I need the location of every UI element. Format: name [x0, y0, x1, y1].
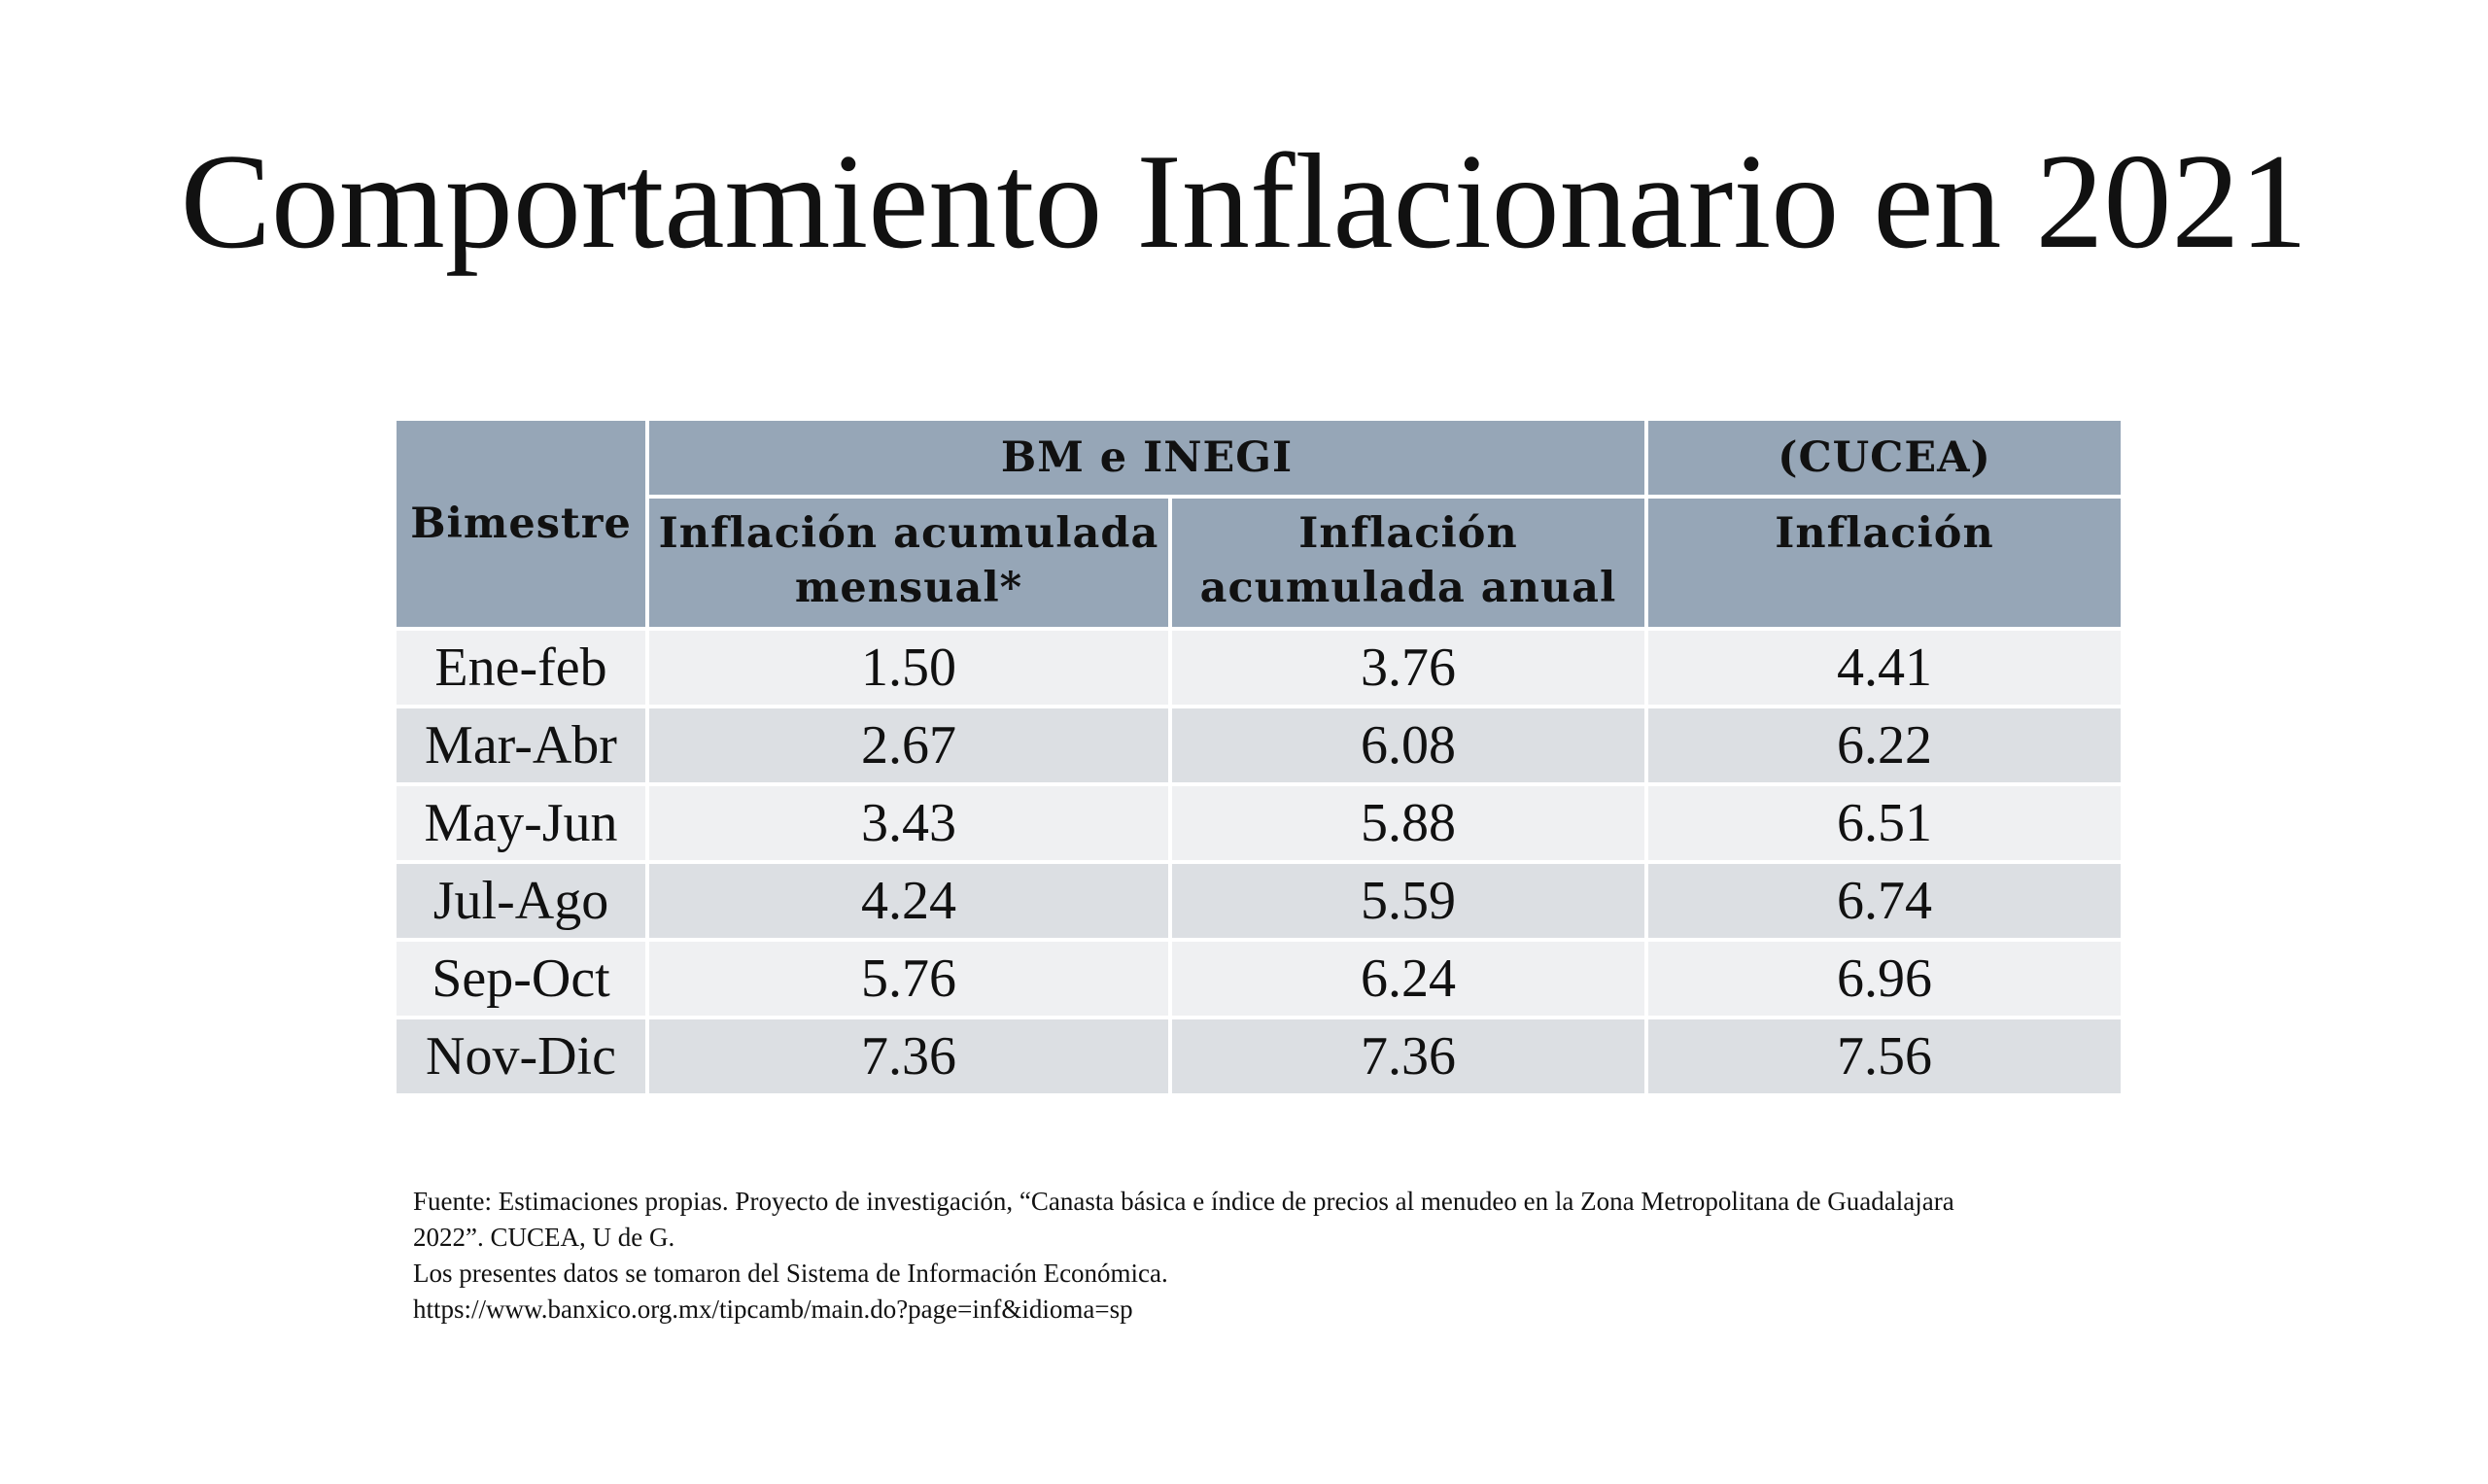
cell-mensual: 7.36	[645, 1016, 1172, 1097]
header-inflacion-mensual-line2: mensual*	[794, 564, 1023, 612]
cell-cucea: 4.41	[1644, 627, 2125, 708]
table-row: Sep-Oct 5.76 6.24 6.96	[393, 938, 2125, 1019]
header-inflacion-anual: Inflación acumulada anual	[1168, 495, 1648, 631]
cell-anual: 3.76	[1168, 627, 1648, 708]
header-inflacion-anual-line1: Inflación	[1298, 509, 1518, 558]
table-row: Nov-Dic 7.36 7.36 7.56	[393, 1016, 2125, 1097]
cell-cucea: 7.56	[1644, 1016, 2125, 1097]
header-inflacion-mensual: Inflación acumulada mensual*	[645, 495, 1172, 631]
source-note-line1: Fuente: Estimaciones propias. Proyecto d…	[413, 1187, 1954, 1216]
cell-bimestre: Nov-Dic	[393, 1016, 649, 1097]
slide-title: Comportamiento Inflacionario en 2021	[180, 126, 2308, 277]
table-header-row: Bimestre BM e INEGI (CUCEA)	[393, 417, 2125, 631]
source-note-line3: Los presentes datos se tomaron del Siste…	[413, 1259, 1168, 1288]
source-note-line2: 2022”. CUCEA, U de G.	[413, 1223, 675, 1252]
table-row: Ene-feb 1.50 3.76 4.41	[393, 627, 2125, 708]
table-row: Jul-Ago 4.24 5.59 6.74	[393, 860, 2125, 942]
header-inflacion-anual-line2: acumulada anual	[1199, 564, 1617, 612]
cell-mensual: 1.50	[645, 627, 1172, 708]
header-group-cucea: (CUCEA)	[1644, 417, 2125, 499]
cell-mensual: 3.43	[645, 782, 1172, 864]
source-note-url: https://www.banxico.org.mx/tipcamb/main.…	[413, 1294, 1133, 1324]
cell-anual: 6.24	[1168, 938, 1648, 1019]
cell-anual: 5.88	[1168, 782, 1648, 864]
cell-anual: 5.59	[1168, 860, 1648, 942]
header-bimestre: Bimestre	[393, 417, 649, 631]
header-inflacion-cucea: Inflación	[1644, 495, 2125, 631]
cell-cucea: 6.22	[1644, 705, 2125, 786]
header-inflacion-mensual-line1: Inflación acumulada	[658, 509, 1159, 558]
inflation-table: Bimestre BM e INEGI (CUCEA) Inflación ac…	[393, 417, 2125, 1097]
cell-mensual: 5.76	[645, 938, 1172, 1019]
cell-anual: 6.08	[1168, 705, 1648, 786]
cell-anual: 7.36	[1168, 1016, 1648, 1097]
cell-cucea: 6.96	[1644, 938, 2125, 1019]
source-note: Fuente: Estimaciones propias. Proyecto d…	[413, 1184, 2124, 1328]
cell-cucea: 6.74	[1644, 860, 2125, 942]
cell-bimestre: Mar-Abr	[393, 705, 649, 786]
cell-bimestre: Sep-Oct	[393, 938, 649, 1019]
cell-mensual: 4.24	[645, 860, 1172, 942]
cell-bimestre: May-Jun	[393, 782, 649, 864]
cell-mensual: 2.67	[645, 705, 1172, 786]
header-group-bm-inegi: BM e INEGI	[645, 417, 1648, 499]
cell-bimestre: Jul-Ago	[393, 860, 649, 942]
table-row: May-Jun 3.43 5.88 6.51	[393, 782, 2125, 864]
cell-bimestre: Ene-feb	[393, 627, 649, 708]
table-subheader-row: Inflación acumulada mensual* Inflación a…	[395, 495, 2125, 631]
table-row: Mar-Abr 2.67 6.08 6.22	[393, 705, 2125, 786]
cell-cucea: 6.51	[1644, 782, 2125, 864]
